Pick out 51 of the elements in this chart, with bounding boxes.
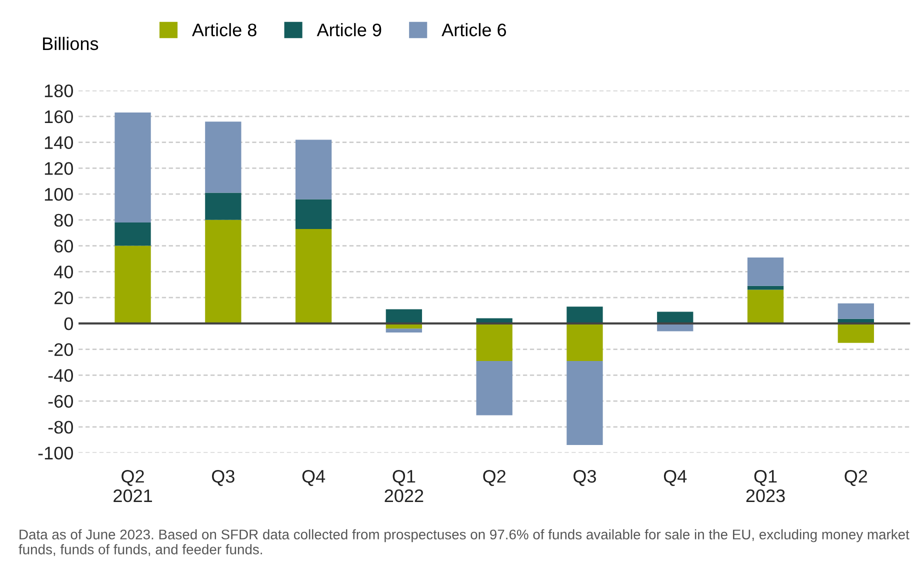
bar [476,323,512,361]
y-tick-label: -40 [48,369,73,382]
bar [205,192,242,220]
bar [295,199,332,229]
bar [114,222,151,246]
bar [657,312,694,324]
y-tick-label: -100 [38,446,73,460]
bar [566,323,603,361]
bar [205,122,242,193]
bar [566,360,603,446]
x-tick-label: Q3 [574,470,596,486]
y-axis-title: Billions [43,36,98,50]
legend-label: Article 8 [192,23,256,36]
y-tick-label: 140 [44,136,73,150]
bar [114,112,151,223]
x-tick-label: Q4 [664,470,687,486]
bar [838,303,874,319]
bar [114,246,151,324]
y-tick-label: 80 [54,214,73,227]
y-tick-label: 0 [64,317,73,330]
legend-label: Article 6 [442,23,506,36]
bar [747,286,784,290]
y-tick-label: 20 [54,291,73,304]
y-tick-label: -20 [48,343,73,356]
legend-label: Article 9 [316,23,382,36]
y-tick-label: 40 [54,266,73,278]
bar [566,306,603,324]
x-tick-label: Q2 [844,470,868,486]
y-tick-label: 120 [44,162,73,175]
y-tick-label: 180 [44,84,73,98]
y-tick-label: 60 [54,240,73,253]
bar [476,360,512,416]
x-tick-label: Q1 2022 [384,470,424,502]
bar [386,328,422,332]
bar [747,290,784,324]
y-tick-label: -80 [48,420,73,434]
bar [295,140,332,200]
bar [386,309,422,324]
bar [838,323,874,343]
bar [747,257,784,286]
y-tick-label: -60 [48,394,73,408]
bar [295,228,332,324]
x-tick-label: Q4 [302,470,326,486]
y-tick-label: 160 [44,110,73,124]
x-tick-label: Q2 2021 [114,470,152,502]
x-tick-label: Q3 [212,470,234,486]
y-tick-label: 100 [44,188,73,201]
x-tick-label: Q1 2023 [746,470,785,502]
x-tick-label: Q2 [483,470,506,486]
bar [205,220,242,324]
text: Data as of June 2023. Based on SFDR data collected from prospectuses on 97.6% of funds available for sale in the EU, excluding money market funds, funds of funds, and feeder funds. [18,529,910,556]
